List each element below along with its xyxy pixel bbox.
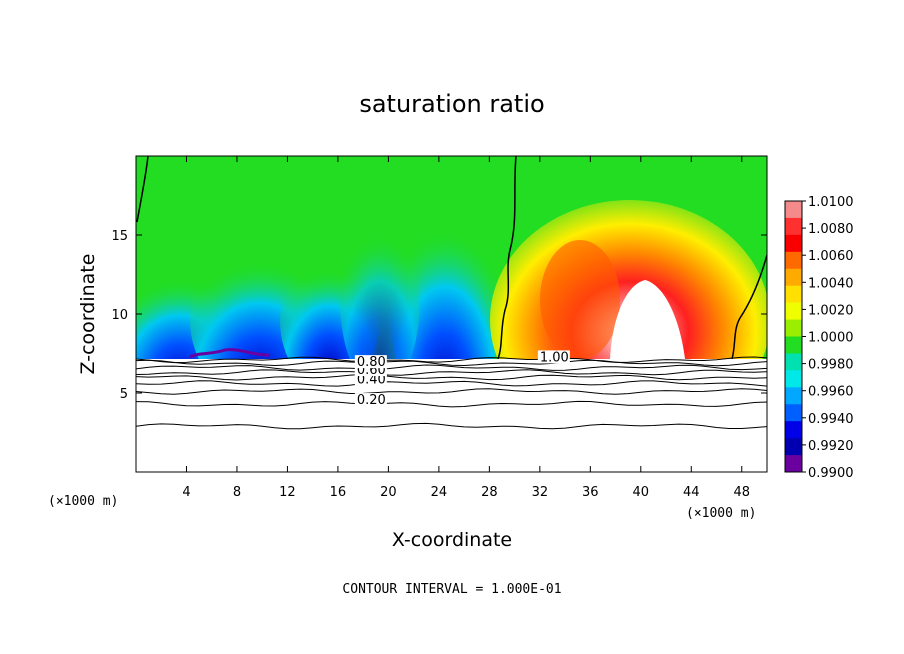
contour-labels: 0.200.400.600.80 1.00 bbox=[354, 350, 570, 408]
y-axis-ticks: 5 10 15 bbox=[111, 229, 767, 402]
colorbar-label: 0.9920 bbox=[808, 439, 854, 454]
colorbar-label: 0.9900 bbox=[808, 466, 854, 481]
contour-line bbox=[135, 364, 768, 371]
colorbar-label: 1.0000 bbox=[808, 331, 854, 346]
colorbar-swatch bbox=[785, 353, 802, 371]
x-tick-label: 12 bbox=[279, 485, 296, 500]
x-axis-label: X-coordinate bbox=[392, 529, 512, 551]
colorbar-swatch bbox=[785, 268, 802, 287]
colorbar-label: 1.0080 bbox=[808, 222, 854, 237]
x-tick-label: 20 bbox=[380, 485, 397, 500]
lower-contours bbox=[135, 356, 768, 430]
x-tick-label: 24 bbox=[431, 485, 448, 500]
y-unit-label: (×1000 m) bbox=[48, 494, 118, 509]
colorbar-swatch bbox=[785, 336, 802, 354]
moist-region-5 bbox=[340, 210, 420, 359]
x-tick-label: 28 bbox=[481, 485, 498, 500]
x-tick-label: 48 bbox=[733, 485, 750, 500]
x-tick-label: 32 bbox=[532, 485, 549, 500]
contour-line bbox=[135, 369, 768, 376]
contour-label: 0.40 bbox=[357, 373, 386, 388]
contour-interval-note: CONTOUR INTERVAL = 1.000E-01 bbox=[342, 582, 561, 597]
dry-region-white-core bbox=[610, 280, 685, 359]
x-unit-label: (×1000 m) bbox=[686, 506, 756, 521]
x-tick-label: 8 bbox=[233, 485, 241, 500]
contour-line bbox=[135, 373, 768, 381]
surface-fringe bbox=[189, 348, 271, 359]
colorbar-swatch bbox=[785, 404, 802, 422]
contour-line bbox=[135, 388, 768, 395]
colorbar: 1.0100 1.0080 1.0060 1.0040 1.0020 1.0000 0.99… bbox=[784, 195, 854, 481]
contour-label-bg bbox=[354, 393, 387, 407]
y-tick-label: 15 bbox=[111, 229, 128, 244]
colorbar-swatch bbox=[785, 251, 802, 270]
contour-line bbox=[135, 359, 768, 367]
colorbar-swatch bbox=[785, 302, 802, 321]
x-tick-label: 36 bbox=[582, 485, 599, 500]
contour-line bbox=[135, 356, 768, 364]
colorbar-swatch bbox=[785, 370, 802, 388]
chart-title: saturation ratio bbox=[359, 90, 544, 118]
y-tick-label: 5 bbox=[120, 387, 128, 402]
x-tick-label: 40 bbox=[633, 485, 650, 500]
x-tick-label: 16 bbox=[330, 485, 347, 500]
contour-label-bg bbox=[537, 350, 570, 364]
colorbar-label: 1.0100 bbox=[808, 195, 854, 210]
y-axis-label: Z-coordinate bbox=[77, 254, 99, 375]
colorbar-label: 0.9940 bbox=[808, 412, 854, 427]
contour-line bbox=[135, 400, 768, 408]
contour-line bbox=[135, 380, 768, 387]
dry-region-core-1 bbox=[540, 240, 620, 359]
colorbar-label: 0.9980 bbox=[808, 358, 854, 373]
contour-label: 0.20 bbox=[357, 393, 386, 408]
colorbar-swatch bbox=[785, 285, 802, 304]
colorbar-swatch bbox=[785, 234, 802, 253]
colorbar-label: 1.0020 bbox=[808, 303, 854, 318]
colorbar-swatch bbox=[785, 319, 802, 337]
contour-label: 1.00 bbox=[540, 350, 569, 365]
colorbar-swatch bbox=[785, 455, 802, 473]
x-tick-label: 44 bbox=[683, 485, 700, 500]
colorbar-swatch bbox=[785, 438, 802, 456]
colorbar-swatch bbox=[785, 387, 802, 405]
x-tick-label: 4 bbox=[182, 485, 190, 500]
colorbar-swatch bbox=[785, 201, 802, 219]
contour-1.00-mid bbox=[497, 156, 517, 359]
colorbar-label: 1.0060 bbox=[808, 249, 854, 264]
y-tick-label: 10 bbox=[111, 308, 128, 323]
colorbar-label: 0.9960 bbox=[808, 385, 854, 400]
x-axis-ticks: 4 8 12 16 20 24 28 32 36 40 44 48 bbox=[182, 156, 750, 500]
contour-line bbox=[135, 422, 768, 430]
colorbar-swatch bbox=[785, 217, 802, 236]
contour-1.00-east bbox=[731, 254, 767, 359]
colorbar-label: 1.0040 bbox=[808, 276, 854, 291]
contour-label: 0.80 bbox=[357, 355, 386, 370]
saturation-field bbox=[136, 156, 767, 359]
contour-label-bg bbox=[354, 355, 387, 369]
colorbar-swatch bbox=[785, 421, 802, 439]
contour-1.00-west bbox=[136, 156, 149, 223]
